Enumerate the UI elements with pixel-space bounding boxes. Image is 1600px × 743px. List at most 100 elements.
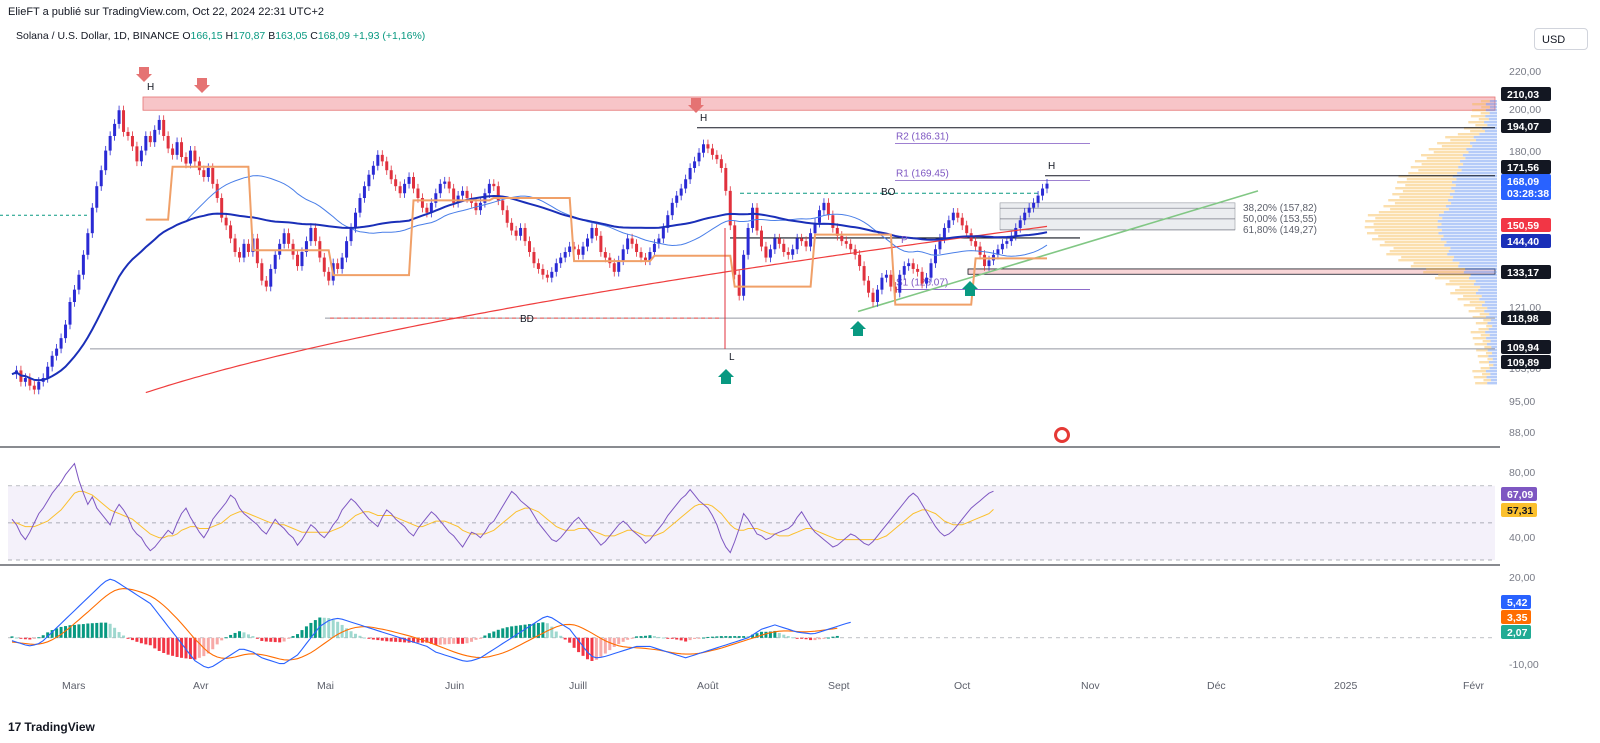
volume-profile-bar (1406, 178, 1457, 181)
candle (90, 207, 94, 234)
rsi-value-label: 67,09 (1507, 489, 1533, 501)
macd-histogram-bar (153, 637, 157, 649)
macd-histogram-bar (327, 618, 331, 638)
macd-histogram-bar (465, 637, 469, 644)
candle (661, 227, 665, 239)
macd-histogram-bar (291, 636, 295, 638)
candle (238, 252, 242, 258)
macd-histogram-bar (626, 637, 630, 640)
volume-profile-bar (1485, 109, 1497, 112)
candle (929, 263, 933, 278)
candle (394, 179, 398, 187)
symbol-name: Solana / U.S. Dollar, 1D, BINANCE (16, 30, 180, 42)
volume-profile-bar (1488, 355, 1497, 358)
candle (737, 274, 741, 296)
candle (242, 243, 246, 258)
volume-profile-bar (1486, 316, 1497, 319)
volume-profile-bar (1473, 136, 1497, 139)
volume-profile-bar (1434, 277, 1470, 280)
macd-histogram-bar (742, 636, 746, 638)
macd-histogram-bar (813, 637, 817, 641)
macd-histogram-bar (313, 620, 317, 638)
candle (492, 183, 496, 187)
levels-layer: 38,20% (157,82)50,00% (153,55)61,80% (14… (0, 127, 1495, 350)
macd-histogram-bar (90, 623, 94, 638)
open-label: O (182, 30, 191, 42)
macd-histogram-bar (523, 624, 527, 638)
candle (639, 252, 643, 258)
macd-histogram-bar (724, 636, 728, 638)
macd-histogram-bar (773, 630, 777, 638)
macd-histogram-bar (309, 622, 313, 638)
macd-histogram-bar (585, 637, 589, 660)
volume-profile-bar (1480, 367, 1490, 370)
macd-histogram-bar (193, 637, 197, 660)
volume-profile-bar (1463, 304, 1483, 307)
candle (456, 195, 460, 203)
volume-profile-bar (1414, 160, 1461, 163)
macd-histogram-bar (99, 622, 103, 638)
time-axis-label: Mars (62, 680, 85, 692)
price-tag (1501, 218, 1551, 232)
volume-profile-bar (1485, 352, 1493, 355)
candle (113, 123, 117, 136)
candle (679, 188, 683, 196)
macd-histogram-bar (358, 635, 362, 638)
candle (327, 271, 331, 281)
volume-profile-bar (1492, 358, 1497, 361)
volume-profile-bar (1487, 382, 1497, 385)
macd-histogram-bar (251, 636, 255, 638)
breakdown-label: BD (520, 314, 534, 325)
candle (108, 135, 112, 151)
macd-histogram-bar (300, 630, 304, 638)
candle (849, 243, 853, 250)
volume-profile-bar (1452, 181, 1497, 184)
pivot-label: R1 (169.45) (896, 169, 949, 180)
macd-histogram-bar (652, 636, 656, 638)
macd-tick-label: -10,00 (1509, 659, 1539, 671)
macd-histogram-bar (50, 630, 54, 638)
candle (875, 289, 879, 303)
volume-profile-bar (1489, 112, 1497, 115)
candle (55, 348, 59, 356)
macd-histogram-bar (443, 637, 447, 645)
currency-button[interactable]: USD (1534, 28, 1588, 50)
macd-histogram-bar (541, 622, 545, 638)
macd-histogram-bar (336, 621, 340, 638)
macd-histogram-bar (447, 637, 451, 645)
candle (1027, 207, 1031, 213)
volume-profile-bar (1428, 148, 1467, 151)
volume-profile-bar (1461, 169, 1497, 172)
candle (420, 198, 424, 208)
price-tag (1501, 160, 1551, 174)
volume-profile-bar (1463, 271, 1497, 274)
candle (764, 246, 768, 258)
macd-histogram-bar (429, 637, 433, 644)
macd-histogram-bar (215, 637, 219, 645)
volume-profile-bar (1475, 280, 1497, 283)
volume-profile-bar (1450, 139, 1476, 142)
volume-profile-bar (1472, 316, 1487, 319)
candle (925, 277, 929, 284)
macd-histogram-bar (764, 631, 768, 638)
tradingview-logo[interactable]: 17 TradingView (8, 720, 95, 734)
candle (978, 246, 982, 255)
macd-histogram-bar (10, 636, 14, 638)
candle (599, 235, 603, 253)
candle (826, 202, 830, 216)
sell-arrow-icon (194, 78, 210, 93)
volume-profile-bar (1458, 265, 1497, 268)
volume-profile-bar (1453, 196, 1497, 199)
price-tag (1501, 340, 1551, 354)
volume-profile-bar (1476, 349, 1488, 352)
volume-profile-bar (1482, 304, 1497, 307)
close-value: 168,09 (317, 30, 350, 42)
fib-label: 38,20% (157,82) (1243, 203, 1317, 214)
volume-profile-bar (1448, 250, 1497, 253)
macd-histogram-bar (536, 622, 540, 638)
volume-profile-bar (1402, 190, 1455, 193)
macd-histogram-bar (157, 637, 161, 651)
candle (907, 263, 911, 267)
volume-profile-bar (1465, 157, 1497, 160)
